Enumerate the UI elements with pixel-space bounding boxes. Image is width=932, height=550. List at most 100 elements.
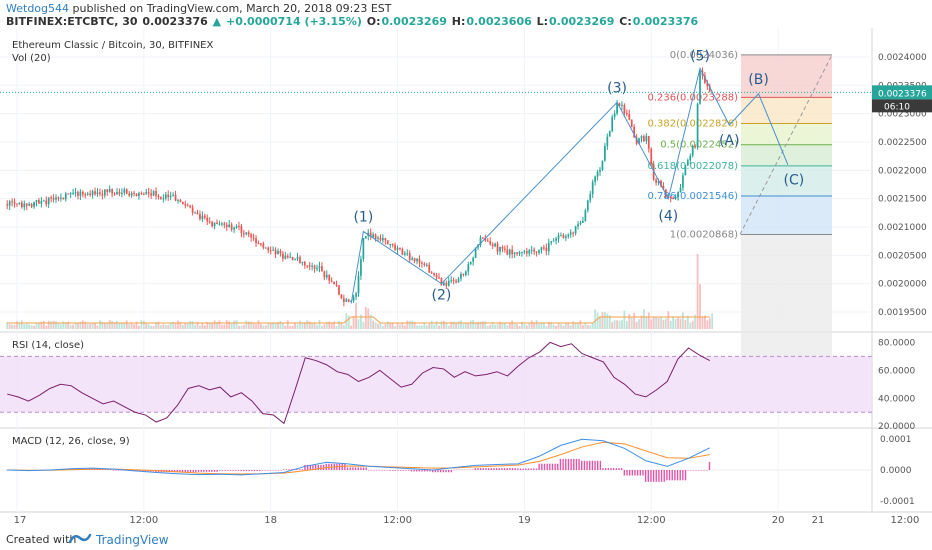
macd-histogram-bar [6, 470, 8, 471]
volume-bar [394, 325, 397, 329]
macd-histogram-bar [477, 468, 479, 470]
volume-bar [152, 325, 155, 329]
candle-body [616, 103, 618, 114]
current-price-label: 0.0023376 [878, 89, 927, 99]
macd-histogram-bar [437, 470, 439, 473]
volume-bar [23, 324, 26, 329]
candle-body [513, 252, 516, 255]
volume-bar [455, 323, 457, 329]
macd-histogram-bar [535, 468, 538, 470]
volume-bar [701, 317, 704, 329]
volume-bar [355, 303, 357, 329]
candle-body [567, 234, 570, 237]
current-price-tag [872, 85, 932, 100]
volume-bar [242, 324, 245, 329]
macd-histogram-bar [487, 468, 490, 470]
volume-bar [159, 325, 162, 329]
macd-histogram-bar [176, 470, 178, 473]
candle-body [308, 265, 311, 267]
volume-bar [491, 321, 494, 329]
macd-histogram-bar [546, 463, 548, 470]
volume-bar [252, 322, 255, 329]
candle-body [186, 205, 189, 207]
candle-body [694, 146, 697, 148]
volume-bar [621, 319, 623, 329]
candle-body [91, 191, 94, 195]
volume-bar [535, 320, 538, 329]
volume-bar [142, 320, 145, 329]
macd-histogram-bar [660, 470, 663, 482]
fib-zone [741, 123, 832, 145]
macd-histogram-bar [362, 467, 365, 470]
candle-body [574, 226, 577, 234]
macd-histogram-bar [416, 470, 418, 472]
macd-histogram-bar [628, 470, 631, 476]
candle-body [511, 249, 514, 255]
candle-body [528, 250, 531, 254]
time-tick-label: 17 [14, 515, 27, 526]
macd-histogram-bar [237, 470, 240, 471]
volume-bar [155, 322, 157, 329]
macd-tick-label: 0.0001 [880, 435, 912, 445]
volume-bar [98, 320, 101, 329]
candle-body [299, 257, 301, 264]
candle-body [201, 215, 204, 220]
candle-body [23, 203, 26, 208]
candle-body [394, 244, 396, 250]
volume-bar [430, 320, 433, 329]
macd-histogram-bar [354, 467, 357, 470]
volume-bar [689, 322, 692, 329]
candle-body [169, 195, 172, 198]
candle-body [279, 251, 282, 254]
volume-bar [613, 320, 616, 329]
candle-body [103, 189, 106, 196]
macd-histogram-bar [426, 470, 429, 472]
close-value: 0.0023376 [632, 15, 699, 28]
macd-histogram-bar [285, 469, 288, 470]
macd-histogram-bar [549, 463, 551, 470]
volume-bar [411, 320, 414, 329]
candle-body [640, 136, 643, 139]
volume-bar [130, 322, 133, 329]
macd-histogram-bar [682, 470, 684, 481]
price-tick-label: 0.0024000 [878, 53, 927, 63]
macd-histogram-bar [652, 470, 655, 482]
candle-body [503, 248, 506, 250]
macd-histogram-bar [155, 470, 157, 473]
volume-bar [255, 324, 257, 329]
candle-body [60, 197, 62, 199]
macd-histogram-bar [599, 460, 602, 470]
tradingview-brand[interactable]: TradingView [96, 533, 169, 547]
macd-histogram-bar [203, 470, 205, 472]
candle-body [35, 200, 38, 203]
volume-bar [416, 325, 418, 329]
candle-body [679, 187, 682, 193]
volume-bar [699, 284, 701, 329]
countdown-tag [872, 99, 932, 113]
candle-body [677, 192, 679, 198]
volume-bar [672, 316, 675, 329]
chart-canvas[interactable]: 0(0.0024036)0.236(0.0023288)0.382(0.0022… [0, 28, 932, 526]
candle-body [213, 222, 216, 227]
candle-body [111, 189, 113, 194]
candle-body [508, 249, 511, 255]
candle-body [225, 224, 228, 228]
candle-body [191, 207, 194, 213]
volume-bar [262, 325, 265, 329]
volume-bar [42, 320, 45, 329]
volume-bar [640, 315, 643, 329]
candle-body [572, 232, 575, 234]
elliott-wave-drawing[interactable]: (1) (2) (3) (4) (5) (A) (B) (C) [350, 48, 804, 304]
volume-bar [545, 325, 548, 329]
candle-body [384, 238, 387, 241]
volume-bar [381, 325, 384, 329]
macd-histogram-bar [400, 470, 402, 471]
time-tick-label: 19 [518, 515, 531, 526]
volume-bar [547, 322, 550, 329]
open-label: O: [366, 15, 381, 28]
macd-histogram-bar [282, 469, 285, 470]
author-link[interactable]: Wetdog544 [6, 2, 70, 15]
close-label: C: [619, 15, 632, 28]
volume-bar [181, 324, 184, 329]
volume-bar [30, 325, 33, 329]
